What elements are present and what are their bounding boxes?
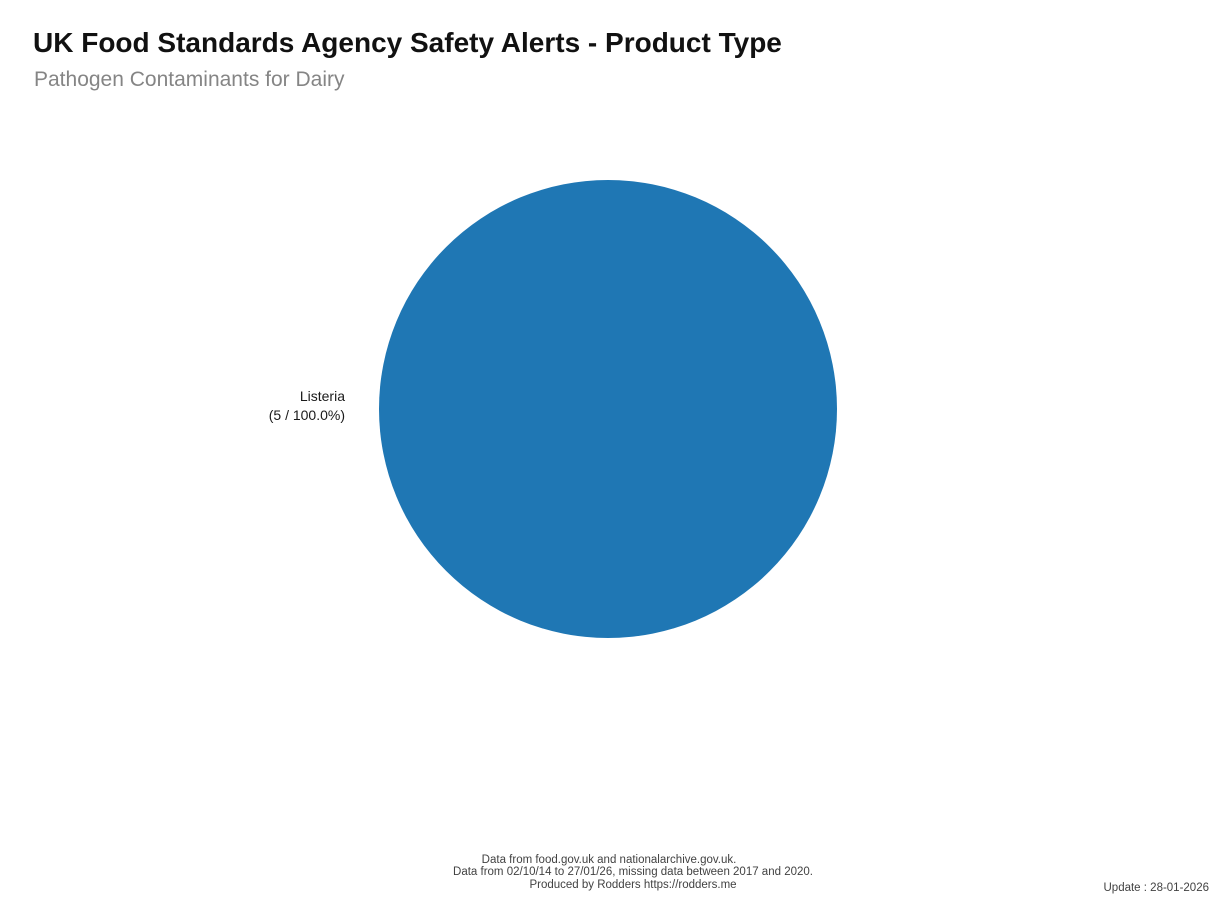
pie-chart [379, 180, 837, 638]
pie-slice-label-name: Listeria [299, 388, 345, 404]
pie-slice-listeria [379, 180, 837, 638]
footer-attribution-sources: Data from food.gov.uk and nationalarchiv… [481, 854, 737, 866]
footer-attribution-producer: Produced by Rodders https://rodders.me [529, 879, 737, 891]
update-date-stamp: Update : 28-01-2026 [1103, 882, 1210, 894]
pie-slice-label: Listeria (5 / 100.0%) [269, 387, 345, 425]
chart-subtitle: Pathogen Contaminants for Dairy [34, 68, 345, 91]
footer-attribution-daterange: Data from 02/10/14 to 27/01/26, missing … [453, 866, 813, 878]
pie-slice-label-value: (5 / 100.0%) [268, 407, 345, 423]
chart-title: UK Food Standards Agency Safety Alerts -… [33, 27, 782, 58]
